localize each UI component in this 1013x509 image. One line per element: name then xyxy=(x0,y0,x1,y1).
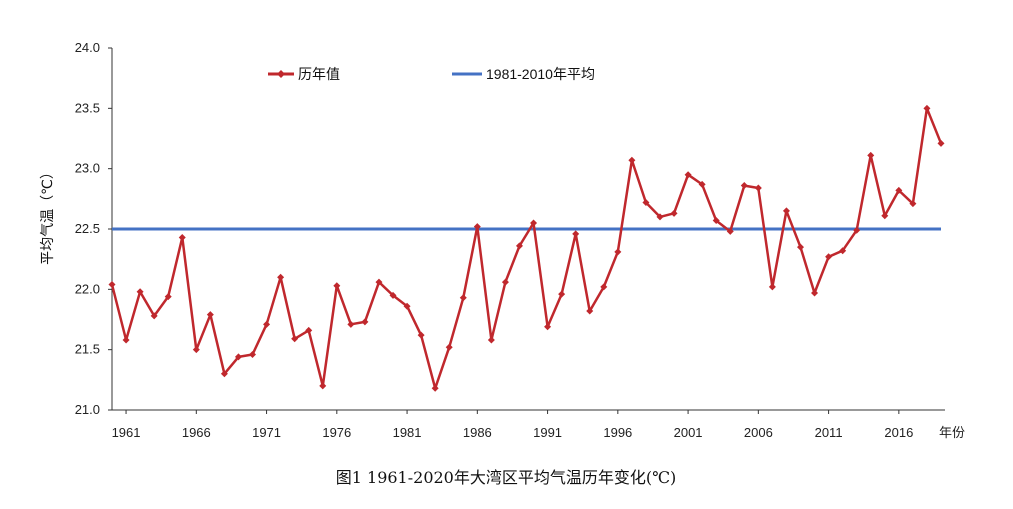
y-tick-label: 22.0 xyxy=(75,281,100,296)
data-point-2015 xyxy=(881,212,889,220)
data-point-1965 xyxy=(178,233,186,241)
x-tick-label: 2016 xyxy=(884,425,913,440)
y-tick-label: 23.0 xyxy=(75,161,100,176)
legend-series-marker xyxy=(277,70,285,78)
data-point-1995 xyxy=(600,283,608,291)
data-point-2013 xyxy=(853,226,861,234)
data-point-1977 xyxy=(347,320,355,328)
data-point-1988 xyxy=(501,278,509,286)
x-tick-label: 1981 xyxy=(393,425,422,440)
annual-values-line xyxy=(110,107,943,390)
data-point-1984 xyxy=(445,343,453,351)
data-point-1975 xyxy=(319,382,327,390)
data-point-2008 xyxy=(782,207,790,215)
data-point-1971 xyxy=(263,320,271,328)
x-tick-label: 1996 xyxy=(603,425,632,440)
data-point-1994 xyxy=(586,307,594,315)
data-point-1976 xyxy=(333,282,341,290)
data-point-2006 xyxy=(754,184,762,192)
data-point-2017 xyxy=(909,200,917,208)
data-point-2001 xyxy=(684,171,692,179)
data-point-1979 xyxy=(375,278,383,286)
x-tick-label: 1961 xyxy=(112,425,141,440)
data-point-1998 xyxy=(642,198,650,206)
data-point-1968 xyxy=(220,370,228,378)
data-point-2002 xyxy=(698,180,706,188)
data-point-1982 xyxy=(417,331,425,339)
y-tick-label: 21.0 xyxy=(75,402,100,417)
x-tick-label: 1991 xyxy=(533,425,562,440)
data-point-2009 xyxy=(796,243,804,251)
data-point-1981 xyxy=(403,302,411,310)
data-point-1999 xyxy=(656,213,664,221)
y-tick-label: 22.5 xyxy=(75,221,100,236)
data-point-2005 xyxy=(740,182,748,190)
data-point-2016 xyxy=(895,186,903,194)
x-tick-label: 2001 xyxy=(674,425,703,440)
figure-caption: 图1 1961-2020年大湾区平均气温历年变化(℃) xyxy=(336,468,677,487)
data-point-1963 xyxy=(150,312,158,320)
legend-mean-label: 1981-2010年平均 xyxy=(486,66,595,82)
data-point-1960 xyxy=(108,281,116,289)
data-point-1973 xyxy=(291,335,299,343)
data-point-2014 xyxy=(867,151,875,159)
x-tick-label: 1986 xyxy=(463,425,492,440)
y-tick-label: 23.5 xyxy=(75,100,100,115)
data-point-2012 xyxy=(839,247,847,255)
data-point-1987 xyxy=(487,336,495,344)
data-point-1983 xyxy=(431,384,439,392)
y-ticks: 21.0 21.5 22.0 22.5 23.0 23.5 24.0 xyxy=(75,40,112,417)
x-tick-label: 1971 xyxy=(252,425,281,440)
data-point-1985 xyxy=(459,294,467,302)
data-point-2007 xyxy=(768,283,776,291)
x-axis-label: 年份 xyxy=(939,425,965,440)
data-point-1992 xyxy=(558,290,566,298)
data-point-1967 xyxy=(206,311,214,319)
y-tick-label: 24.0 xyxy=(75,40,100,55)
y-tick-label: 21.5 xyxy=(75,342,100,357)
data-point-1990 xyxy=(530,219,538,227)
legend: 历年值 1981-2010年平均 xyxy=(268,66,595,82)
data-point-2011 xyxy=(825,253,833,261)
data-point-1970 xyxy=(249,350,257,358)
data-point-1974 xyxy=(305,326,313,334)
x-tick-label: 2011 xyxy=(815,425,843,440)
data-point-1989 xyxy=(515,242,523,250)
data-point-2019 xyxy=(937,139,945,147)
data-point-2000 xyxy=(670,209,678,217)
data-point-2010 xyxy=(811,289,819,297)
data-point-1964 xyxy=(164,293,172,301)
x-tick-label: 2006 xyxy=(744,425,773,440)
data-point-1966 xyxy=(192,346,200,354)
legend-series-label: 历年值 xyxy=(298,66,340,82)
data-point-1978 xyxy=(361,318,369,326)
x-tick-label: 1976 xyxy=(322,425,351,440)
x-ticks: 1961 1966 1971 1976 1981 1986 1991 1996 2001 2006… xyxy=(112,410,913,440)
data-point-1972 xyxy=(277,273,285,281)
data-point-1996 xyxy=(614,248,622,256)
data-point-1962 xyxy=(136,288,144,296)
annual-markers xyxy=(108,104,945,392)
data-point-2004 xyxy=(726,227,734,235)
data-point-1980 xyxy=(389,291,397,299)
data-point-1991 xyxy=(544,323,552,331)
y-axis-label: 平均气温（℃） xyxy=(39,165,55,265)
data-point-1969 xyxy=(234,353,242,361)
data-point-1997 xyxy=(628,156,636,164)
data-point-1993 xyxy=(572,230,580,238)
data-point-1986 xyxy=(473,223,481,231)
data-point-1961 xyxy=(122,336,130,344)
data-point-2018 xyxy=(923,104,931,112)
data-point-2003 xyxy=(712,217,720,225)
x-tick-label: 1966 xyxy=(182,425,211,440)
